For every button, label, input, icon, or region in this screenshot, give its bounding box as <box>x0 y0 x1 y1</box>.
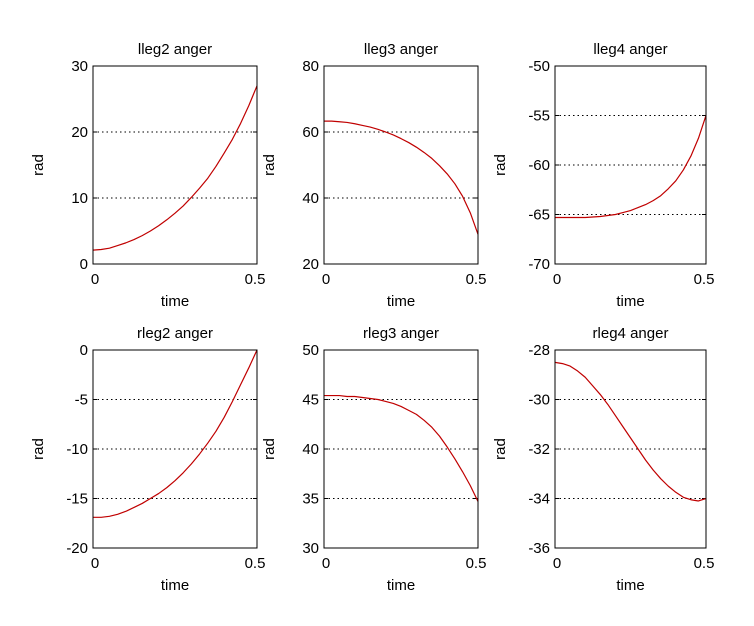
y-tick-label: -34 <box>528 491 550 508</box>
subplot-1: 0 10 20 30 0 0.5 lleg2 anger time rad <box>30 41 265 310</box>
series-line <box>324 394 479 502</box>
x-tick-label: 0.5 <box>245 555 266 572</box>
y-tick-label: 50 <box>302 342 319 359</box>
x-axis-label: time <box>616 577 644 594</box>
axes-box <box>554 349 707 549</box>
y-tick-label: 30 <box>71 58 88 75</box>
axes-box <box>554 65 707 265</box>
y-tick-label: -30 <box>528 392 550 409</box>
y-tick-label: -70 <box>528 256 550 273</box>
y-axis-label: rad <box>30 154 47 176</box>
y-tick-label: -55 <box>528 108 550 125</box>
series-line <box>554 361 707 502</box>
subplot-3: -70 -65 -60 -55 -50 0 0.5 lleg4 anger time rad <box>492 41 714 310</box>
x-tick-label: 0.5 <box>466 271 487 288</box>
y-axis-label: rad <box>492 154 509 176</box>
y-tick-label: 40 <box>302 441 319 458</box>
y-tick-label: -15 <box>66 491 88 508</box>
y-axis-label: rad <box>261 438 278 460</box>
x-tick-label: 0 <box>553 271 561 288</box>
y-tick-label: 0 <box>80 342 88 359</box>
y-axis-label: rad <box>261 154 278 176</box>
plot-area <box>93 66 257 264</box>
axes-box <box>323 349 479 549</box>
x-axis-label: time <box>161 577 189 594</box>
axes-box <box>323 65 479 265</box>
x-axis-label: time <box>387 293 415 310</box>
series-line <box>555 115 707 219</box>
subplot-6: -36 -34 -32 -30 -28 0 0.5 rleg4 anger time rad <box>492 325 714 594</box>
x-tick-label: 0 <box>322 555 330 572</box>
plot-area <box>324 66 478 264</box>
subplot-title: rleg2 anger <box>137 325 213 342</box>
series-line <box>92 85 258 251</box>
subplot-4: -20 -15 -10 -5 0 0 0.5 rleg2 anger time rad <box>30 325 265 594</box>
subplot-title: lleg4 anger <box>593 41 667 58</box>
y-tick-label: 35 <box>302 491 319 508</box>
y-tick-label: 60 <box>302 124 319 141</box>
x-tick-label: 0 <box>91 555 99 572</box>
y-tick-label: 45 <box>302 392 319 409</box>
subplot-title: rleg3 anger <box>363 325 439 342</box>
x-tick-label: 0.5 <box>694 271 715 288</box>
x-tick-label: 0.5 <box>694 555 715 572</box>
y-tick-label: -50 <box>528 58 550 75</box>
x-tick-label: 0.5 <box>466 555 487 572</box>
y-tick-label: 80 <box>302 58 319 75</box>
y-tick-label: -36 <box>528 540 550 557</box>
subplot-title: rleg4 anger <box>593 325 669 342</box>
y-tick-label: 20 <box>302 256 319 273</box>
x-axis-label: time <box>161 293 189 310</box>
y-tick-label: -28 <box>528 342 550 359</box>
y-tick-label: 20 <box>71 124 88 141</box>
subplot-2: 20 40 60 80 0 0.5 lleg3 anger time rad <box>261 41 486 310</box>
series-line <box>93 349 258 518</box>
x-tick-label: 0 <box>553 555 561 572</box>
x-axis-label: time <box>616 293 644 310</box>
subplot-5: 30 35 40 45 50 0 0.5 rleg3 anger time rad <box>261 325 486 594</box>
y-tick-label: -65 <box>528 207 550 224</box>
subplot-title: lleg3 anger <box>364 41 438 58</box>
y-tick-label: 10 <box>71 190 88 207</box>
plot-area <box>555 350 706 548</box>
y-tick-label: 30 <box>302 540 319 557</box>
axes-box <box>92 349 258 549</box>
x-tick-label: 0 <box>322 271 330 288</box>
y-tick-label: -20 <box>66 540 88 557</box>
x-tick-label: 0.5 <box>245 271 266 288</box>
series-line <box>324 120 479 235</box>
y-tick-label: -10 <box>66 441 88 458</box>
y-axis-label: rad <box>30 438 47 460</box>
subplot-title: lleg2 anger <box>138 41 212 58</box>
plot-area <box>555 66 706 264</box>
y-tick-label: 0 <box>80 256 88 273</box>
y-tick-label: -5 <box>75 392 88 409</box>
x-tick-label: 0 <box>91 271 99 288</box>
y-tick-label: -60 <box>528 157 550 174</box>
y-axis-label: rad <box>492 438 509 460</box>
axes-box <box>92 65 258 265</box>
y-tick-label: -32 <box>528 441 550 458</box>
x-axis-label: time <box>387 577 415 594</box>
y-tick-label: 40 <box>302 190 319 207</box>
